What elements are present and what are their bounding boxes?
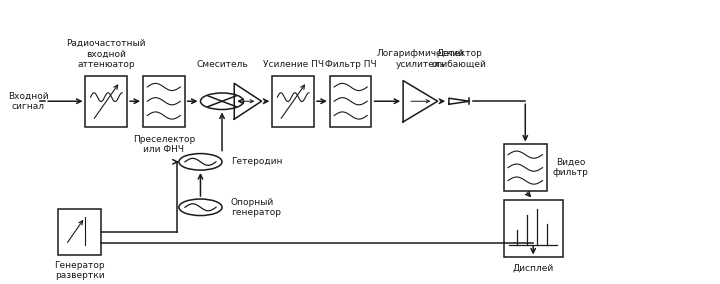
Text: Радиочастотный
входной
аттенюатор: Радиочастотный входной аттенюатор <box>66 39 146 69</box>
Text: Входной
сигнал: Входной сигнал <box>8 91 48 111</box>
Bar <box>330 76 372 127</box>
Bar <box>504 145 546 191</box>
Text: Опорный
генератор: Опорный генератор <box>230 198 281 217</box>
Text: Преселектор
или ФНЧ: Преселектор или ФНЧ <box>132 135 195 154</box>
Bar <box>272 76 314 127</box>
Text: Детектор
огибающей: Детектор огибающей <box>432 49 487 69</box>
Bar <box>504 200 562 257</box>
Text: Генератор
развертки: Генератор развертки <box>55 261 105 280</box>
Bar <box>86 76 127 127</box>
Text: Фильтр ПЧ: Фильтр ПЧ <box>325 60 377 69</box>
Bar <box>143 76 184 127</box>
Text: Гетеродин: Гетеродин <box>230 157 282 166</box>
Text: Дисплей: Дисплей <box>513 264 554 272</box>
Text: Смеситель: Смеситель <box>196 60 248 69</box>
Bar <box>58 209 102 255</box>
Text: Усиление ПЧ: Усиление ПЧ <box>263 60 324 69</box>
Text: Видео
фильтр: Видео фильтр <box>552 158 588 177</box>
Text: Логарифмический
усилитель: Логарифмический усилитель <box>377 49 464 69</box>
